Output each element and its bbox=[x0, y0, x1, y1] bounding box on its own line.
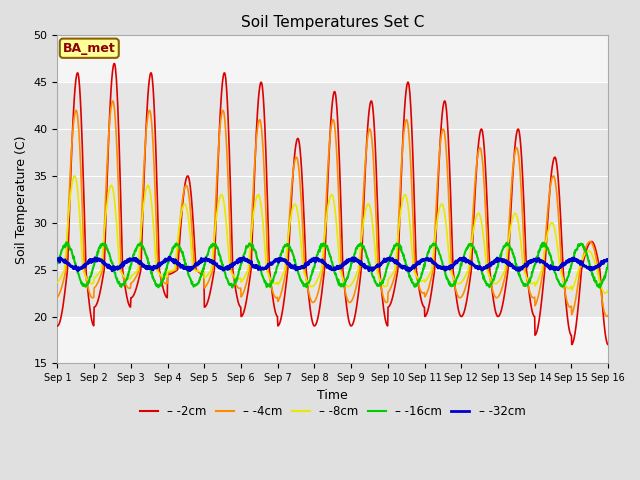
Legend: – -2cm, – -4cm, – -8cm, – -16cm, – -32cm: – -2cm, – -4cm, – -8cm, – -16cm, – -32cm bbox=[136, 401, 530, 423]
Text: BA_met: BA_met bbox=[63, 42, 116, 55]
Title: Soil Temperatures Set C: Soil Temperatures Set C bbox=[241, 15, 424, 30]
X-axis label: Time: Time bbox=[317, 389, 348, 402]
Y-axis label: Soil Temperature (C): Soil Temperature (C) bbox=[15, 135, 28, 264]
Bar bbox=[58, 82, 608, 316]
